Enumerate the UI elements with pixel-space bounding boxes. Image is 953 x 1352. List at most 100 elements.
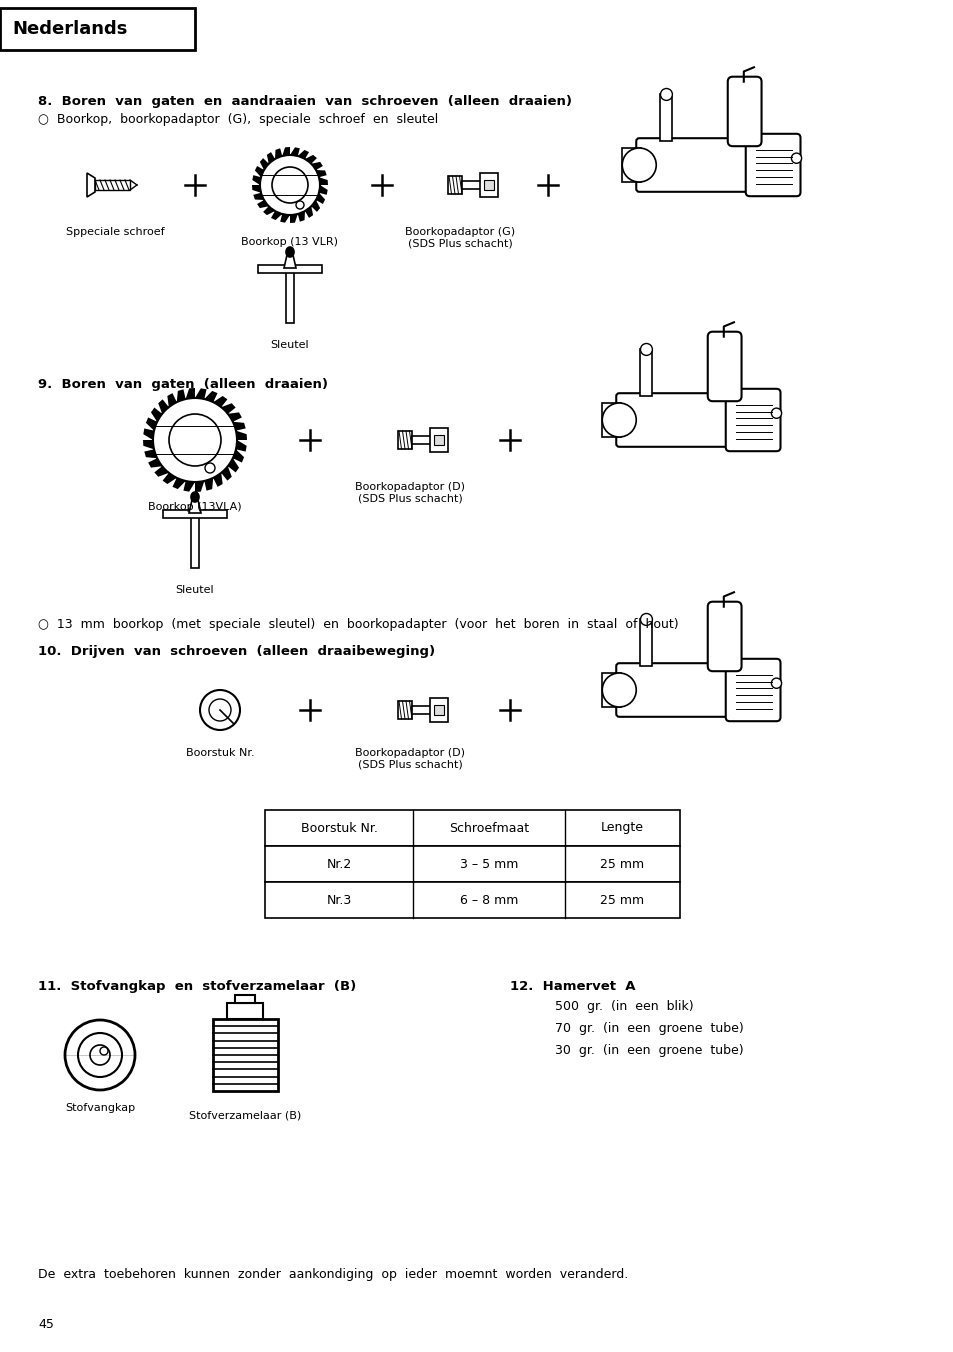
Polygon shape — [213, 396, 227, 407]
Text: Schroefmaat: Schroefmaat — [449, 822, 529, 834]
Circle shape — [78, 1033, 122, 1078]
Polygon shape — [151, 407, 162, 422]
Polygon shape — [252, 185, 261, 193]
FancyBboxPatch shape — [725, 389, 780, 452]
Bar — [163, 510, 227, 518]
Bar — [601, 673, 620, 707]
Text: Boorkop (13VLA): Boorkop (13VLA) — [148, 502, 241, 512]
Polygon shape — [290, 147, 299, 155]
Circle shape — [771, 679, 781, 688]
Polygon shape — [297, 211, 305, 222]
Polygon shape — [267, 151, 274, 164]
Text: Nr.3: Nr.3 — [326, 894, 352, 906]
Polygon shape — [318, 185, 327, 195]
Bar — [265, 882, 679, 918]
Text: Boorkop (13 VLR): Boorkop (13 VLR) — [241, 237, 338, 247]
Bar — [601, 403, 620, 437]
Bar — [639, 349, 652, 396]
Text: Lengte: Lengte — [600, 822, 643, 834]
Ellipse shape — [286, 247, 294, 257]
Bar — [227, 1003, 263, 1019]
Polygon shape — [280, 214, 290, 223]
Text: Boorkopadaptor (G)
(SDS Plus schacht): Boorkopadaptor (G) (SDS Plus schacht) — [404, 227, 515, 249]
Circle shape — [272, 168, 308, 203]
Polygon shape — [228, 458, 239, 472]
Circle shape — [65, 1019, 135, 1090]
Polygon shape — [148, 458, 162, 468]
Polygon shape — [213, 473, 222, 487]
Text: 25 mm: 25 mm — [599, 857, 644, 871]
Polygon shape — [176, 389, 186, 402]
Polygon shape — [315, 193, 325, 204]
Text: Sleutel: Sleutel — [271, 339, 309, 350]
Polygon shape — [228, 412, 242, 422]
Polygon shape — [305, 155, 316, 164]
Circle shape — [260, 155, 319, 215]
FancyBboxPatch shape — [616, 393, 732, 446]
Text: Sleutel: Sleutel — [175, 585, 214, 595]
Text: Sppeciale schroef: Sppeciale schroef — [66, 227, 164, 237]
Circle shape — [639, 614, 652, 626]
Text: Nr.2: Nr.2 — [326, 857, 352, 871]
Polygon shape — [186, 388, 194, 399]
Bar — [430, 429, 448, 452]
FancyBboxPatch shape — [707, 331, 740, 402]
Polygon shape — [143, 439, 153, 449]
Text: 25 mm: 25 mm — [599, 894, 644, 906]
Polygon shape — [305, 207, 313, 218]
Bar — [397, 431, 412, 449]
Circle shape — [169, 414, 221, 466]
Bar — [257, 265, 322, 273]
Polygon shape — [318, 177, 328, 185]
Text: Boorstuk Nr.: Boorstuk Nr. — [300, 822, 377, 834]
FancyBboxPatch shape — [616, 664, 732, 717]
Bar — [265, 846, 679, 882]
Text: 500  gr.  (in  een  blik): 500 gr. (in een blik) — [555, 1000, 693, 1013]
Polygon shape — [235, 431, 247, 439]
Circle shape — [771, 408, 781, 418]
Polygon shape — [167, 393, 176, 407]
Circle shape — [295, 201, 304, 210]
Text: Boorkopadaptor (D)
(SDS Plus schacht): Boorkopadaptor (D) (SDS Plus schacht) — [355, 748, 464, 769]
Circle shape — [205, 462, 214, 473]
Text: ○  13  mm  boorkop  (met  speciale  sleutel)  en  boorkopadapter  (voor  het  bo: ○ 13 mm boorkop (met speciale sleutel) e… — [38, 618, 678, 631]
Bar — [397, 700, 412, 719]
Circle shape — [601, 673, 636, 707]
Text: 9.  Boren  van  gaten  (alleen  draaien): 9. Boren van gaten (alleen draaien) — [38, 379, 328, 391]
Polygon shape — [158, 399, 169, 414]
Bar — [448, 176, 461, 193]
Polygon shape — [146, 418, 157, 431]
Polygon shape — [253, 193, 264, 200]
Text: Boorkopadaptor (D)
(SDS Plus schacht): Boorkopadaptor (D) (SDS Plus schacht) — [355, 483, 464, 503]
Polygon shape — [221, 466, 232, 481]
Ellipse shape — [191, 492, 199, 502]
Text: 6 – 8 mm: 6 – 8 mm — [459, 894, 517, 906]
Bar — [234, 995, 254, 1003]
Bar — [265, 810, 679, 846]
Text: 12.  Hamervet  A: 12. Hamervet A — [510, 980, 635, 992]
Text: Stofvangkap: Stofvangkap — [65, 1103, 135, 1113]
Polygon shape — [290, 214, 297, 223]
Circle shape — [152, 397, 236, 483]
Polygon shape — [87, 173, 95, 197]
FancyBboxPatch shape — [745, 134, 800, 196]
Polygon shape — [162, 473, 176, 484]
Polygon shape — [315, 170, 326, 177]
Polygon shape — [282, 147, 290, 155]
Polygon shape — [189, 500, 201, 512]
Bar — [412, 706, 439, 714]
Polygon shape — [311, 200, 320, 212]
Bar — [412, 435, 439, 443]
Text: Nederlands: Nederlands — [12, 20, 128, 38]
Circle shape — [659, 88, 672, 100]
Bar — [191, 512, 199, 568]
Polygon shape — [204, 477, 213, 491]
Polygon shape — [252, 176, 261, 185]
Circle shape — [791, 153, 801, 164]
Bar — [95, 180, 130, 191]
Bar — [430, 698, 448, 722]
Circle shape — [621, 147, 656, 183]
Circle shape — [90, 1045, 110, 1065]
Polygon shape — [311, 162, 322, 170]
Bar — [659, 95, 672, 141]
